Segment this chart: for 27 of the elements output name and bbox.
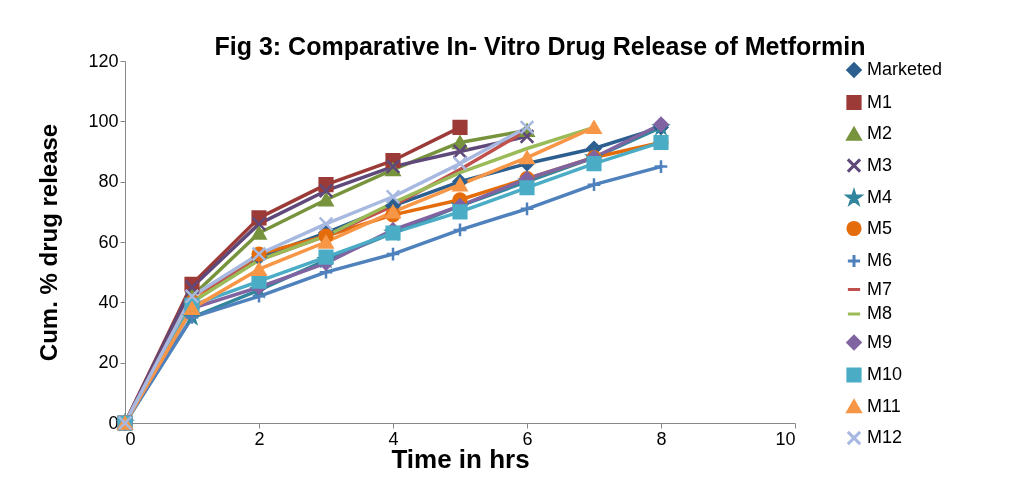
legend-label: M11 xyxy=(867,395,901,416)
y-tick-label: 100 xyxy=(88,110,119,131)
x-tick-label: 4 xyxy=(388,428,399,449)
legend-label: M5 xyxy=(867,217,893,238)
x-tick-label: 10 xyxy=(775,428,796,449)
legend-label: M9 xyxy=(867,331,893,352)
legend-label: M6 xyxy=(867,250,893,270)
y-axis-title: Cum. % drug release xyxy=(35,123,63,362)
legend-label: M7 xyxy=(867,278,893,299)
legend-label: M3 xyxy=(867,154,893,175)
legend-label: M2 xyxy=(867,123,893,143)
y-tick-label: 80 xyxy=(98,171,119,192)
chart-title: Fig 3: Comparative In- Vitro Drug Release of Metformin xyxy=(214,32,866,60)
legend-label: M1 xyxy=(867,91,893,112)
y-tick-label: 120 xyxy=(88,50,119,71)
x-tick-label: 0 xyxy=(125,428,136,449)
legend-label: Marketed xyxy=(867,59,943,79)
legend-label: M4 xyxy=(867,187,893,207)
legend-label: M8 xyxy=(867,303,893,323)
legend-label: M10 xyxy=(867,364,903,384)
y-tick-label: 60 xyxy=(98,231,119,252)
x-tick-label: 6 xyxy=(522,428,533,449)
x-tick-label: 2 xyxy=(254,428,265,449)
y-tick-label: 20 xyxy=(98,352,119,373)
y-tick-label: 40 xyxy=(98,291,119,312)
x-tick-label: 8 xyxy=(656,428,667,449)
legend-label: M12 xyxy=(867,427,903,447)
